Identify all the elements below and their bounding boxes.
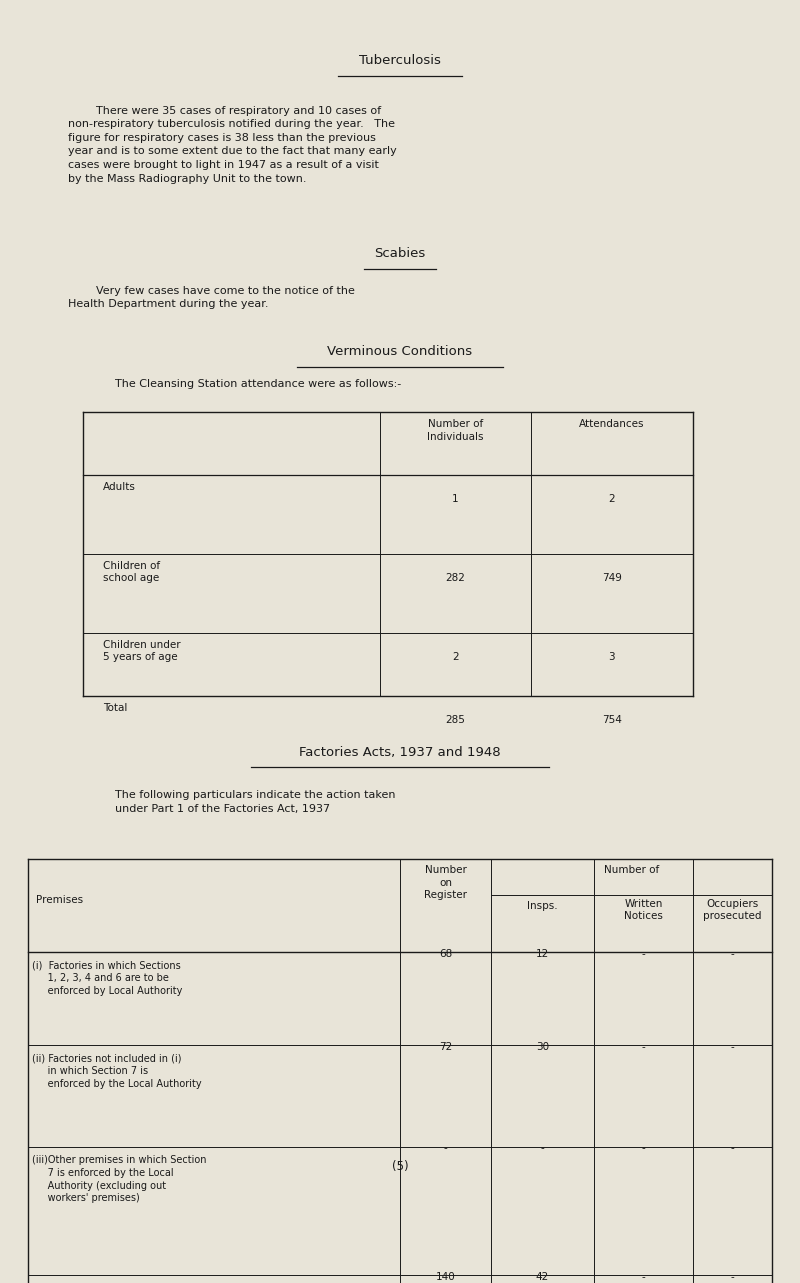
Text: Verminous Conditions: Verminous Conditions	[327, 345, 473, 358]
Text: 3: 3	[609, 652, 615, 662]
Text: Adults: Adults	[103, 482, 136, 493]
Text: 68: 68	[439, 948, 452, 958]
Text: Insps.: Insps.	[527, 901, 558, 911]
Text: The Cleansing Station attendance were as follows:-: The Cleansing Station attendance were as…	[115, 378, 402, 389]
Text: -: -	[642, 948, 646, 958]
Text: The following particulars indicate the action taken
under Part 1 of the Factorie: The following particulars indicate the a…	[115, 790, 395, 813]
Text: -: -	[642, 1042, 646, 1052]
Text: (5): (5)	[392, 1160, 408, 1173]
Text: Number
on
Register: Number on Register	[424, 865, 467, 899]
Text: 1: 1	[452, 494, 458, 504]
Text: Children under
5 years of age: Children under 5 years of age	[103, 640, 181, 662]
Text: 285: 285	[446, 715, 466, 725]
Text: -: -	[541, 1143, 544, 1153]
Text: Premises: Premises	[36, 896, 83, 905]
Text: -: -	[730, 1271, 734, 1282]
Text: Scabies: Scabies	[374, 248, 426, 260]
Text: 282: 282	[446, 574, 466, 582]
Text: -: -	[642, 1143, 646, 1153]
Text: Number of
Individuals: Number of Individuals	[427, 420, 484, 441]
Text: (i)  Factories in which Sections
     1, 2, 3, 4 and 6 are to be
     enforced b: (i) Factories in which Sections 1, 2, 3,…	[32, 961, 182, 996]
Text: 754: 754	[602, 715, 622, 725]
Text: -: -	[642, 1271, 646, 1282]
Text: -: -	[730, 1042, 734, 1052]
Text: Factories Acts, 1937 and 1948: Factories Acts, 1937 and 1948	[299, 745, 501, 760]
Text: -: -	[444, 1143, 447, 1153]
Text: Written
Notices: Written Notices	[624, 898, 663, 921]
Text: -: -	[730, 1143, 734, 1153]
Text: 2: 2	[609, 494, 615, 504]
Text: -: -	[730, 948, 734, 958]
Text: 30: 30	[536, 1042, 549, 1052]
Text: Very few cases have come to the notice of the
Health Department during the year.: Very few cases have come to the notice o…	[67, 286, 354, 309]
Text: 140: 140	[436, 1271, 455, 1282]
Text: 749: 749	[602, 574, 622, 582]
Text: There were 35 cases of respiratory and 10 cases of
non-respiratory tuberculosis : There were 35 cases of respiratory and 1…	[67, 105, 396, 183]
Text: Total: Total	[103, 703, 127, 713]
Text: 72: 72	[439, 1042, 452, 1052]
Text: (ii) Factories not included in (i)
     in which Section 7 is
     enforced by t: (ii) Factories not included in (i) in wh…	[32, 1053, 202, 1089]
Text: 12: 12	[536, 948, 549, 958]
Text: Occupiers
prosecuted: Occupiers prosecuted	[703, 898, 762, 921]
Text: Number of: Number of	[604, 865, 659, 875]
Text: Children of
school age: Children of school age	[103, 561, 160, 584]
Text: Attendances: Attendances	[579, 420, 645, 430]
Text: Tuberculosis: Tuberculosis	[359, 54, 441, 67]
Text: 42: 42	[536, 1271, 549, 1282]
Text: (iii)Other premises in which Section
     7 is enforced by the Local
     Author: (iii)Other premises in which Section 7 i…	[32, 1155, 206, 1203]
Text: 2: 2	[452, 652, 458, 662]
